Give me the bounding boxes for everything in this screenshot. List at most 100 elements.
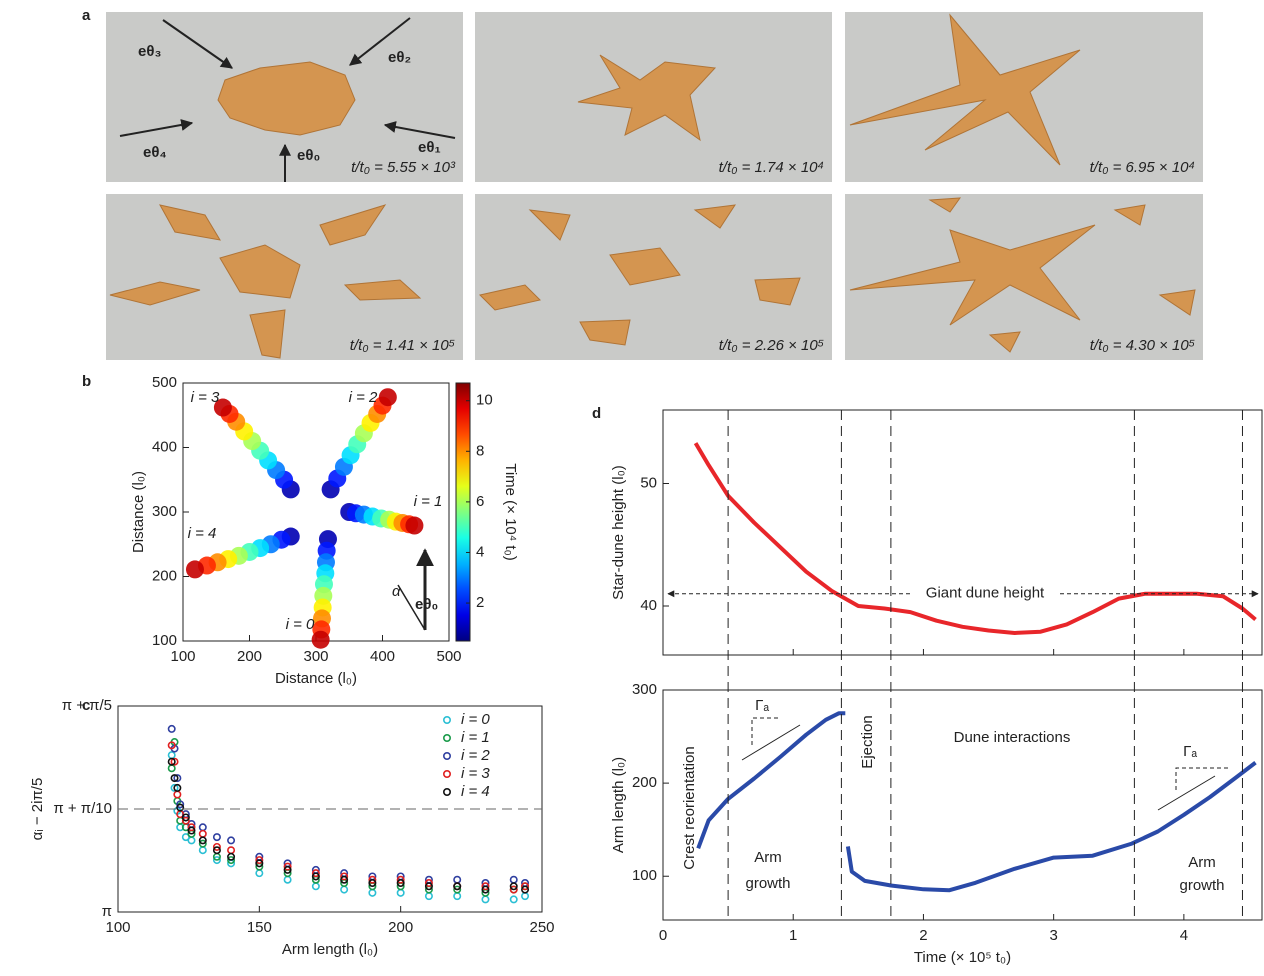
point [200, 831, 206, 837]
annotation: Γₐ [755, 697, 769, 714]
time-label: t/t₀ = 1.74 × 10⁴ [719, 159, 824, 176]
y-tick-label: 500 [152, 374, 177, 391]
x-axis-label: Distance (l₀) [275, 670, 357, 687]
point [284, 877, 290, 883]
x-tick-label: 400 [370, 648, 395, 665]
time-label: t/t₀ = 5.55 × 10³ [351, 159, 456, 176]
legend-label: i = 0 [461, 711, 490, 728]
point [214, 834, 220, 840]
panel-label: d [592, 405, 601, 422]
point [454, 877, 460, 883]
legend-marker [444, 735, 450, 741]
colorbar-tick-label: 6 [476, 493, 484, 510]
colorbar-tick-label: 8 [476, 442, 484, 459]
annotation: Γₐ [1183, 743, 1197, 760]
legend-label: i = 3 [461, 765, 490, 782]
y-tick-label: 300 [152, 503, 177, 520]
x-tick-label: 1 [789, 927, 797, 944]
point [313, 883, 319, 889]
point [426, 893, 432, 899]
annotation: growth [1179, 877, 1224, 894]
arm-label: i = 2 [349, 389, 378, 406]
x-tick-label: 300 [303, 648, 328, 665]
point [169, 726, 175, 732]
x-axis-label: Time (× 10⁵ t₀) [914, 949, 1011, 966]
plot-frame [663, 410, 1262, 655]
point [369, 890, 375, 896]
y-tick-label: 100 [632, 867, 657, 884]
point [228, 847, 234, 853]
vector-label: eθ₀ [297, 147, 320, 164]
x-tick-label: 0 [659, 927, 667, 944]
time-label: t/t₀ = 4.30 × 10⁵ [1090, 337, 1195, 354]
point [228, 837, 234, 843]
colorbar-tick-label: 2 [476, 594, 484, 611]
annotation: eθ₀ [415, 596, 438, 613]
time-label: t/t₀ = 1.41 × 10⁵ [350, 337, 455, 354]
legend-marker [444, 789, 450, 795]
x-tick-label: 2 [919, 927, 927, 944]
slope [1158, 776, 1215, 810]
slope [752, 718, 780, 745]
point [511, 877, 517, 883]
x-tick-label: 200 [388, 919, 413, 936]
annotation: Arm [1188, 854, 1216, 871]
legend-label: i = 4 [461, 783, 490, 800]
point [397, 890, 403, 896]
panel-a [106, 12, 1203, 360]
annotation: α [392, 583, 401, 600]
x-tick-label: 150 [247, 919, 272, 936]
panel-label: b [82, 373, 91, 390]
y-tick-label: 50 [640, 474, 657, 491]
point [200, 824, 206, 830]
x-tick-label: 200 [237, 648, 262, 665]
figure: a b c d t/t₀ = 5.55 × 10³t/t₀ = 1.74 × 1… [0, 0, 1264, 976]
time-label: t/t₀ = 6.95 × 10⁴ [1090, 159, 1195, 176]
legend-label: i = 1 [461, 729, 490, 746]
point [256, 870, 262, 876]
legend-marker [444, 771, 450, 777]
x-tick-label: 3 [1049, 927, 1057, 944]
y-axis-label: αᵢ − 2iπ/5 [29, 778, 46, 841]
y-tick-label: 200 [152, 567, 177, 584]
annotation: Ejection [859, 715, 876, 768]
point [405, 517, 423, 535]
point [186, 560, 204, 578]
vector-label: eθ₁ [418, 139, 441, 156]
y-tick-label: 100 [152, 632, 177, 649]
point [174, 791, 180, 797]
y-tick-label: π + π/5 [62, 697, 112, 714]
point [454, 893, 460, 899]
x-tick-label: 250 [529, 919, 554, 936]
x-tick-label: 100 [105, 919, 130, 936]
annotation: growth [745, 875, 790, 892]
point [511, 896, 517, 902]
y-tick-label: π + π/10 [53, 800, 112, 817]
point [200, 847, 206, 853]
point [341, 886, 347, 892]
slope [742, 725, 800, 760]
colorbar-tick-label: 10 [476, 392, 493, 409]
arm-label: i = 0 [286, 616, 315, 633]
colorbar-tick-label: 4 [476, 543, 484, 560]
y-tick-label: 400 [152, 438, 177, 455]
point [379, 388, 397, 406]
arm-label: i = 3 [191, 389, 220, 406]
point [482, 896, 488, 902]
annotation: Arm [754, 849, 782, 866]
point [169, 752, 175, 758]
panel-label: a [82, 7, 91, 24]
annotation: Dune interactions [954, 729, 1071, 746]
colorbar [456, 383, 470, 641]
point [522, 893, 528, 899]
legend-marker [444, 717, 450, 723]
point [188, 837, 194, 843]
slope [1176, 768, 1228, 790]
x-tick-label: 100 [170, 648, 195, 665]
legend-label: i = 2 [461, 747, 490, 764]
x-tick-label: 4 [1180, 927, 1188, 944]
vector-label: eθ₄ [143, 144, 167, 161]
arm-label: i = 1 [414, 493, 443, 510]
y-tick-label: π [102, 903, 112, 920]
point [312, 631, 330, 649]
